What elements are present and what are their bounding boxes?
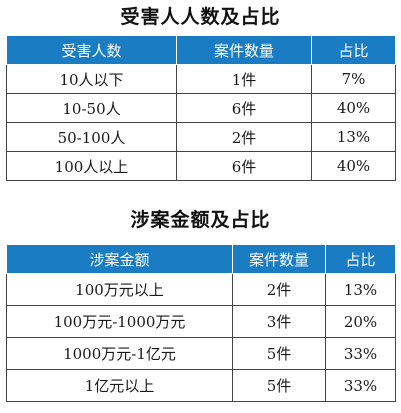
table-row: 100人以上 6件 40%	[6, 151, 396, 181]
case-count-cell: 2件	[232, 273, 326, 306]
column-header-percentage: 占比	[325, 244, 396, 274]
percentage-cell: 40%	[311, 93, 396, 123]
table-row: 10人以下 1件 7%	[6, 64, 396, 94]
case-count-cell: 3件	[232, 305, 326, 338]
percentage-cell: 13%	[311, 122, 396, 152]
table-row: 10-50人 6件 40%	[6, 93, 396, 123]
percentage-cell: 33%	[325, 369, 396, 402]
column-header-percentage: 占比	[311, 35, 396, 65]
column-header-case-count: 案件数量	[232, 244, 326, 274]
case-count-cell: 5件	[232, 369, 326, 402]
table-header-row: 受害人数 案件数量 占比	[6, 35, 396, 65]
amount-cell: 1亿元以上	[6, 369, 233, 402]
case-count-cell: 1件	[176, 64, 312, 94]
case-count-cell: 5件	[232, 337, 326, 370]
amount-cell: 100万元-1000万元	[6, 305, 233, 338]
column-header-victim-count: 受害人数	[6, 35, 177, 65]
percentage-cell: 40%	[311, 151, 396, 181]
table-row: 100万元-1000万元 3件 20%	[6, 305, 396, 338]
column-header-amount: 涉案金额	[6, 244, 233, 274]
amount-cell: 1000万元-1亿元	[6, 337, 233, 370]
table-row: 1亿元以上 5件 33%	[6, 369, 396, 402]
amount-table: 涉案金额 案件数量 占比 100万元以上 2件 13% 100万元-1000万元…	[6, 244, 396, 402]
percentage-cell: 13%	[325, 273, 396, 306]
victim-count-cell: 50-100人	[6, 122, 177, 152]
percentage-cell: 20%	[325, 305, 396, 338]
victims-section-title: 受害人人数及占比	[120, 6, 281, 28]
amount-cell: 100万元以上	[6, 273, 233, 306]
case-count-cell: 6件	[176, 93, 312, 123]
case-count-cell: 6件	[176, 151, 312, 181]
victim-count-cell: 10人以下	[6, 64, 177, 94]
amount-section-title: 涉案金额及占比	[130, 209, 271, 231]
victims-table: 受害人数 案件数量 占比 10人以下 1件 7% 10-50人 6件 40% 5…	[6, 35, 396, 181]
table-row: 50-100人 2件 13%	[6, 122, 396, 152]
table-row: 1000万元-1亿元 5件 33%	[6, 337, 396, 370]
victim-count-cell: 10-50人	[6, 93, 177, 123]
percentage-cell: 33%	[325, 337, 396, 370]
case-count-cell: 2件	[176, 122, 312, 152]
percentage-cell: 7%	[311, 64, 396, 94]
column-header-case-count: 案件数量	[176, 35, 312, 65]
victim-count-cell: 100人以上	[6, 151, 177, 181]
table-row: 100万元以上 2件 13%	[6, 273, 396, 306]
table-header-row: 涉案金额 案件数量 占比	[6, 244, 396, 274]
